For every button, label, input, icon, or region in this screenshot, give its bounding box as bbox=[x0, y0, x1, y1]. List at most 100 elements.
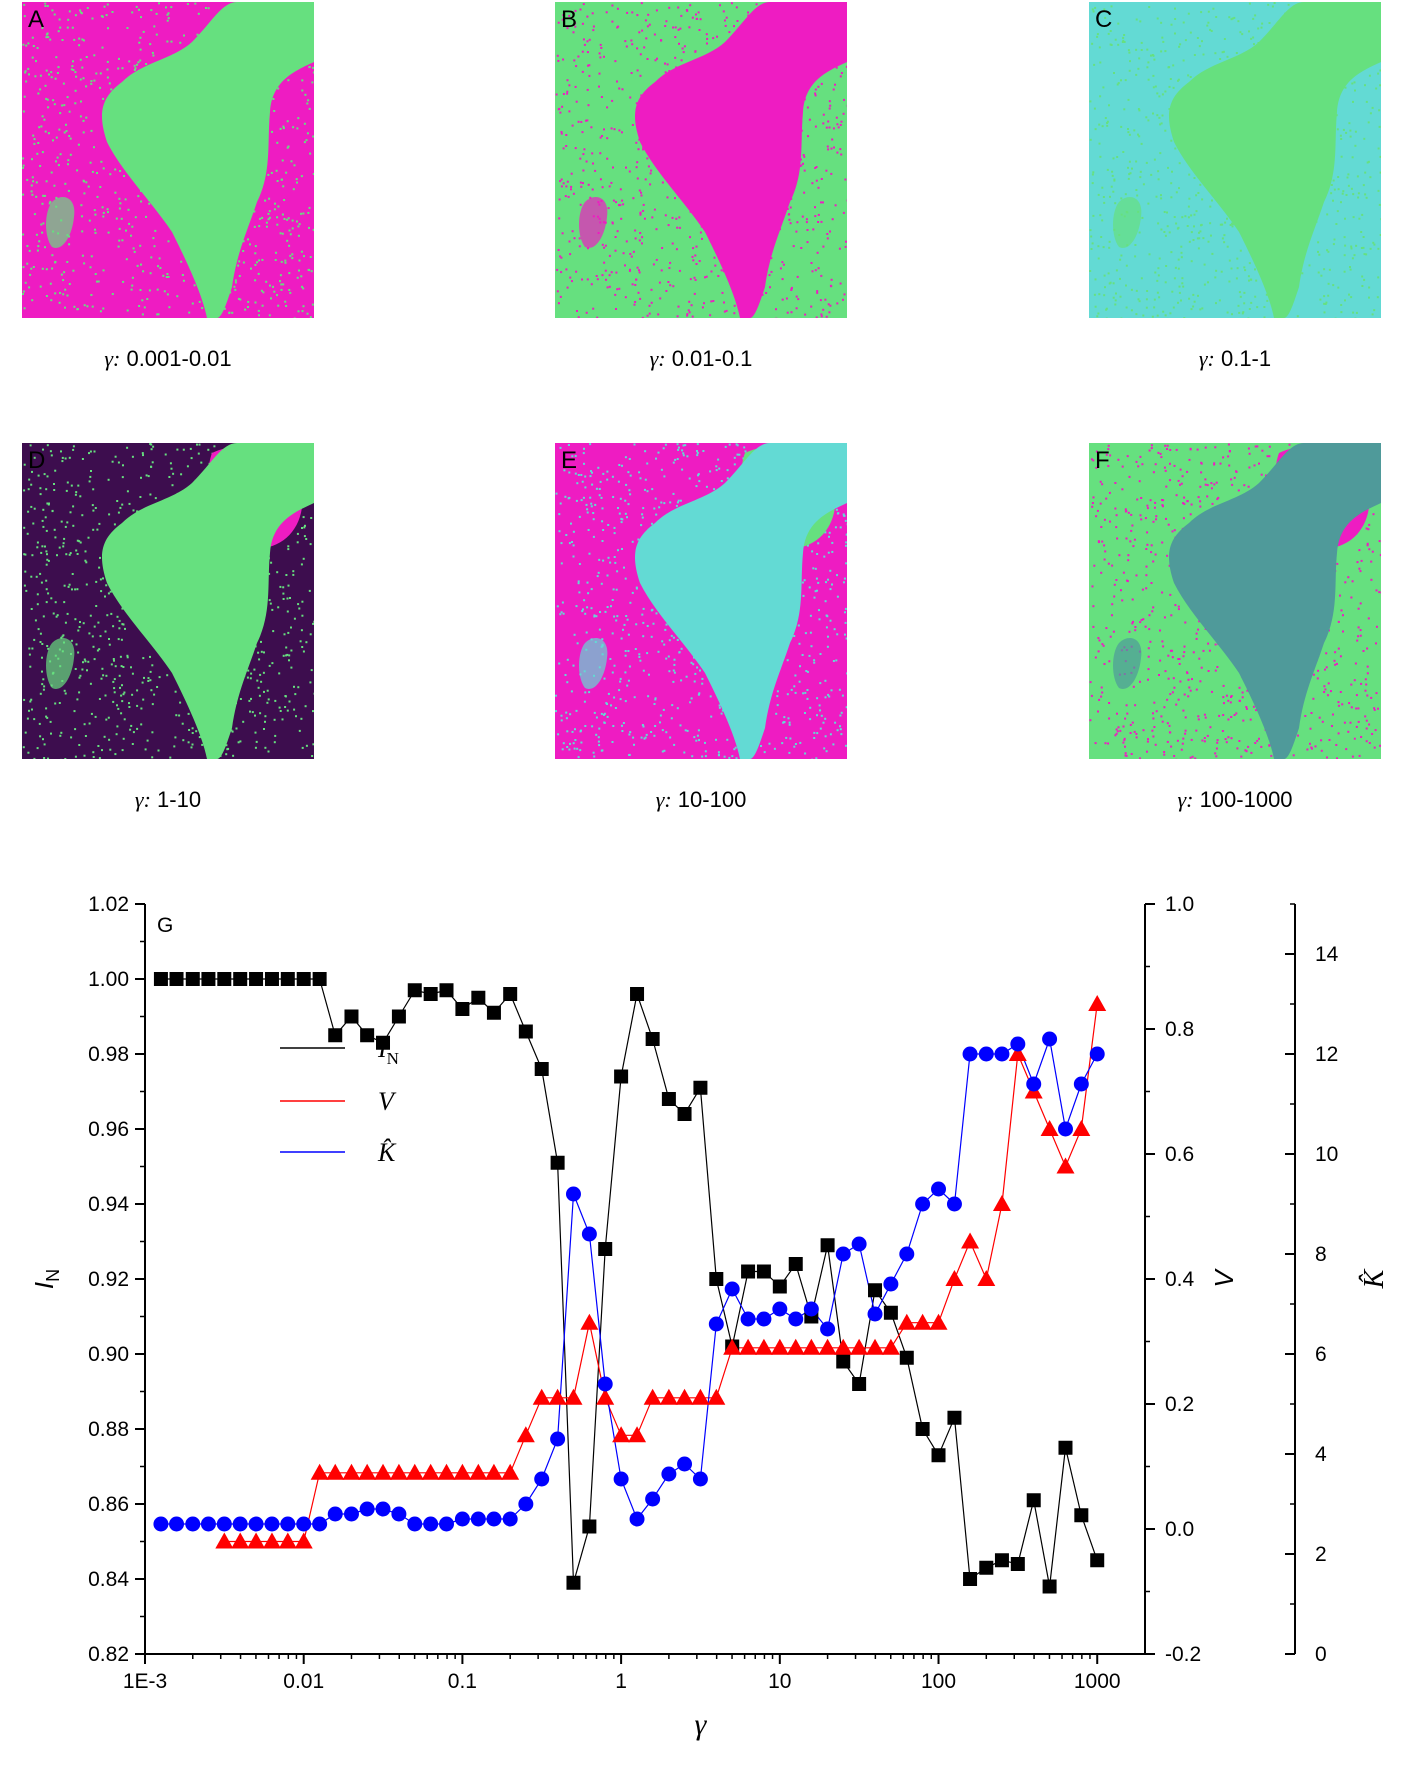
caption-prefix: γ: bbox=[1198, 346, 1215, 371]
point-k_hat bbox=[820, 1321, 836, 1337]
point-i_n bbox=[328, 1028, 343, 1043]
segmentation-map bbox=[555, 443, 847, 759]
point-v bbox=[358, 1463, 377, 1480]
legend-label-0: IN bbox=[377, 1034, 399, 1068]
point-i_n bbox=[661, 1092, 676, 1106]
point-k_hat bbox=[439, 1516, 455, 1532]
point-k_hat bbox=[232, 1516, 248, 1532]
point-v bbox=[564, 1388, 583, 1405]
point-i_n bbox=[1026, 1493, 1041, 1508]
point-k_hat bbox=[1089, 1046, 1105, 1062]
k-tick-label: 4 bbox=[1315, 1443, 1327, 1466]
left-axis-title: IN bbox=[29, 1269, 63, 1289]
point-k_hat bbox=[756, 1311, 772, 1327]
point-k_hat bbox=[994, 1046, 1010, 1062]
point-k_hat bbox=[692, 1471, 708, 1487]
point-i_n bbox=[915, 1422, 930, 1436]
point-k_hat bbox=[518, 1496, 534, 1512]
point-k_hat bbox=[375, 1501, 391, 1517]
caption-prefix: γ: bbox=[104, 346, 121, 371]
point-i_n bbox=[455, 1002, 470, 1016]
left-tick-label: 0.90 bbox=[88, 1343, 129, 1366]
point-i_n bbox=[598, 1242, 613, 1256]
point-k_hat bbox=[915, 1196, 931, 1212]
panel-letter: C bbox=[1095, 6, 1113, 33]
point-v bbox=[389, 1463, 408, 1480]
segmentation-map bbox=[22, 2, 314, 318]
point-v bbox=[612, 1426, 631, 1443]
point-v bbox=[294, 1532, 313, 1549]
point-v bbox=[802, 1338, 821, 1355]
point-k_hat bbox=[931, 1181, 947, 1197]
point-v bbox=[913, 1313, 932, 1330]
point-v bbox=[437, 1463, 456, 1480]
point-v bbox=[786, 1338, 805, 1355]
point-v bbox=[215, 1532, 234, 1549]
point-v bbox=[723, 1338, 742, 1355]
point-v bbox=[929, 1313, 948, 1330]
point-i_n bbox=[836, 1354, 851, 1369]
caption-prefix: γ: bbox=[655, 787, 672, 812]
point-v bbox=[262, 1532, 281, 1549]
point-v bbox=[1008, 1045, 1027, 1061]
point-v bbox=[866, 1338, 885, 1355]
v-tick-label: 0.8 bbox=[1165, 1018, 1194, 1041]
panel-c: C bbox=[1089, 2, 1381, 318]
point-i_n bbox=[979, 1560, 994, 1575]
point-i_n bbox=[868, 1283, 883, 1298]
point-v bbox=[501, 1463, 520, 1480]
segmentation-map bbox=[1089, 443, 1381, 759]
point-i_n bbox=[249, 972, 264, 986]
point-i_n bbox=[1090, 1553, 1105, 1568]
panel-caption: γ: 0.1-1 bbox=[1089, 346, 1381, 372]
legend-label-2: K̂ bbox=[377, 1138, 397, 1167]
point-i_n bbox=[1042, 1579, 1057, 1594]
point-k_hat bbox=[169, 1516, 185, 1532]
point-v bbox=[484, 1463, 503, 1480]
point-k_hat bbox=[740, 1311, 756, 1327]
point-k_hat bbox=[534, 1471, 550, 1487]
v-tick-label: 1.0 bbox=[1165, 893, 1194, 916]
panel-f: F bbox=[1089, 443, 1381, 759]
point-k_hat bbox=[486, 1511, 502, 1527]
point-v bbox=[691, 1388, 710, 1405]
point-v bbox=[992, 1195, 1011, 1211]
point-k_hat bbox=[772, 1301, 788, 1317]
point-k_hat bbox=[1010, 1036, 1026, 1052]
point-k_hat bbox=[565, 1186, 581, 1202]
point-i_n bbox=[1010, 1557, 1025, 1571]
panel-letter: E bbox=[561, 447, 578, 474]
point-k_hat bbox=[185, 1516, 201, 1532]
caption-prefix: γ: bbox=[134, 787, 151, 812]
point-i_n bbox=[772, 1279, 787, 1294]
caption-range: 0.01-0.1 bbox=[665, 346, 753, 371]
point-i_n bbox=[614, 1069, 629, 1084]
panel-a: A bbox=[22, 2, 314, 318]
panel-d: D bbox=[22, 443, 314, 759]
x-axis-title: γ bbox=[695, 1708, 708, 1741]
point-v bbox=[532, 1388, 551, 1405]
point-i_n bbox=[550, 1155, 565, 1170]
point-v bbox=[596, 1388, 615, 1405]
point-k_hat bbox=[677, 1456, 693, 1472]
point-k_hat bbox=[724, 1281, 740, 1297]
caption-prefix: γ: bbox=[1177, 787, 1194, 812]
point-v bbox=[421, 1463, 440, 1480]
point-k_hat bbox=[1026, 1076, 1042, 1092]
point-k_hat bbox=[343, 1506, 359, 1522]
k-tick-label: 6 bbox=[1315, 1343, 1327, 1366]
point-v bbox=[1072, 1120, 1091, 1136]
left-axis-title-main: I bbox=[29, 1282, 59, 1289]
k-axis-title: K̂ bbox=[1359, 1268, 1390, 1289]
left-tick-label: 0.84 bbox=[88, 1568, 129, 1591]
point-k_hat bbox=[851, 1236, 867, 1252]
k-tick-label: 2 bbox=[1315, 1543, 1327, 1566]
point-i_n bbox=[233, 972, 248, 986]
point-i_n bbox=[931, 1448, 946, 1463]
point-i_n bbox=[899, 1350, 914, 1365]
point-v bbox=[247, 1532, 266, 1549]
x-tick-label: 0.1 bbox=[448, 1670, 477, 1693]
v-axis-title: V bbox=[1209, 1268, 1239, 1288]
point-i_n bbox=[518, 1024, 533, 1039]
